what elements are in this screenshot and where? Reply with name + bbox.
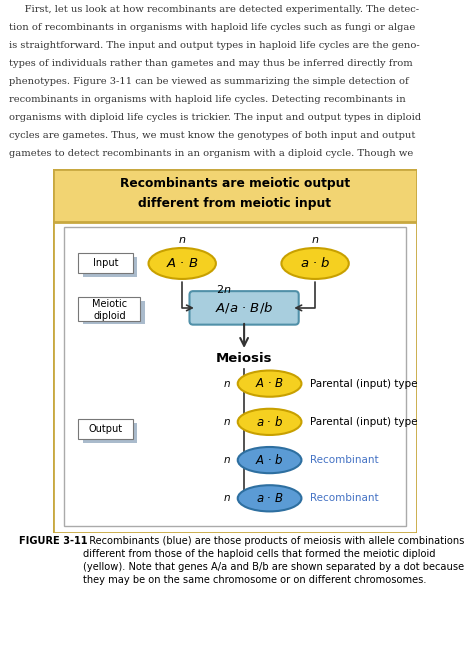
- Ellipse shape: [238, 371, 301, 397]
- Text: tion of recombinants in organisms with haploid life cycles such as fungi or alga: tion of recombinants in organisms with h…: [9, 23, 415, 32]
- Text: Recombinant: Recombinant: [310, 455, 378, 465]
- Text: Meiosis: Meiosis: [216, 352, 272, 365]
- Text: $\it{n}$: $\it{n}$: [178, 235, 186, 245]
- Text: Parental (input) type: Parental (input) type: [310, 379, 417, 389]
- FancyBboxPatch shape: [64, 227, 406, 526]
- FancyBboxPatch shape: [53, 169, 417, 222]
- Text: $\it{A}$ · $\it{b}$: $\it{A}$ · $\it{b}$: [255, 453, 284, 467]
- Text: $\it{A}$ · $\it{B}$: $\it{A}$ · $\it{B}$: [166, 257, 198, 270]
- Text: FIGURE 3-11: FIGURE 3-11: [19, 536, 87, 546]
- Text: $\it{A/a}$ · $\it{B/b}$: $\it{A/a}$ · $\it{B/b}$: [215, 301, 273, 315]
- Text: cycles are gametes. Thus, we must know the genotypes of both input and output: cycles are gametes. Thus, we must know t…: [9, 130, 416, 140]
- Text: Recombinants are meiotic output: Recombinants are meiotic output: [120, 177, 350, 190]
- Text: $\it{2n}$: $\it{2n}$: [216, 283, 232, 295]
- Ellipse shape: [149, 248, 216, 279]
- FancyBboxPatch shape: [83, 257, 137, 277]
- Text: organisms with diploid life cycles is trickier. The input and output types in di: organisms with diploid life cycles is tr…: [9, 113, 422, 122]
- Text: Input: Input: [93, 258, 118, 269]
- Text: recombinants in organisms with haploid life cycles. Detecting recombinants in: recombinants in organisms with haploid l…: [9, 95, 406, 104]
- Text: gametes to detect recombinants in an organism with a diploid cycle. Though we: gametes to detect recombinants in an org…: [9, 149, 414, 158]
- Text: $\it{n}$: $\it{n}$: [223, 417, 231, 427]
- FancyBboxPatch shape: [189, 291, 299, 324]
- Text: $\it{A}$ · $\it{B}$: $\it{A}$ · $\it{B}$: [255, 377, 284, 390]
- Text: phenotypes. Figure 3-11 can be viewed as summarizing the simple detection of: phenotypes. Figure 3-11 can be viewed as…: [9, 77, 409, 85]
- Text: $\it{n}$: $\it{n}$: [223, 379, 231, 389]
- Text: Meiotic: Meiotic: [92, 299, 127, 309]
- Text: $\it{a}$ · $\it{b}$: $\it{a}$ · $\it{b}$: [256, 415, 283, 429]
- Text: diploid: diploid: [93, 310, 125, 320]
- Text: Recombinants (blue) are those products of meiosis with allele combinations diffe: Recombinants (blue) are those products o…: [83, 536, 464, 585]
- Text: Recombinant: Recombinant: [310, 493, 378, 503]
- FancyBboxPatch shape: [83, 301, 145, 324]
- Text: $\it{a}$ · $\it{B}$: $\it{a}$ · $\it{B}$: [256, 492, 283, 505]
- Text: $\it{a}$ · $\it{b}$: $\it{a}$ · $\it{b}$: [300, 256, 330, 271]
- FancyBboxPatch shape: [53, 169, 417, 533]
- Text: types of individuals rather than gametes and may thus be inferred directly from: types of individuals rather than gametes…: [9, 58, 413, 68]
- Text: $\it{n}$: $\it{n}$: [223, 455, 231, 465]
- Text: $\it{n}$: $\it{n}$: [223, 493, 231, 503]
- Text: First, let us look at how recombinants are detected experimentally. The detec-: First, let us look at how recombinants a…: [9, 5, 420, 13]
- Text: Output: Output: [89, 424, 123, 434]
- Text: is straightforward. The input and output types in haploid life cycles are the ge: is straightforward. The input and output…: [9, 40, 420, 50]
- Text: Parental (input) type: Parental (input) type: [310, 417, 417, 427]
- Ellipse shape: [238, 408, 301, 435]
- FancyBboxPatch shape: [83, 423, 137, 443]
- Ellipse shape: [238, 447, 301, 473]
- FancyBboxPatch shape: [78, 254, 133, 273]
- FancyBboxPatch shape: [78, 419, 133, 439]
- Ellipse shape: [238, 485, 301, 512]
- FancyBboxPatch shape: [78, 297, 141, 321]
- Text: different from meiotic input: different from meiotic input: [139, 197, 331, 210]
- Text: $\it{n}$: $\it{n}$: [311, 235, 319, 245]
- Ellipse shape: [282, 248, 349, 279]
